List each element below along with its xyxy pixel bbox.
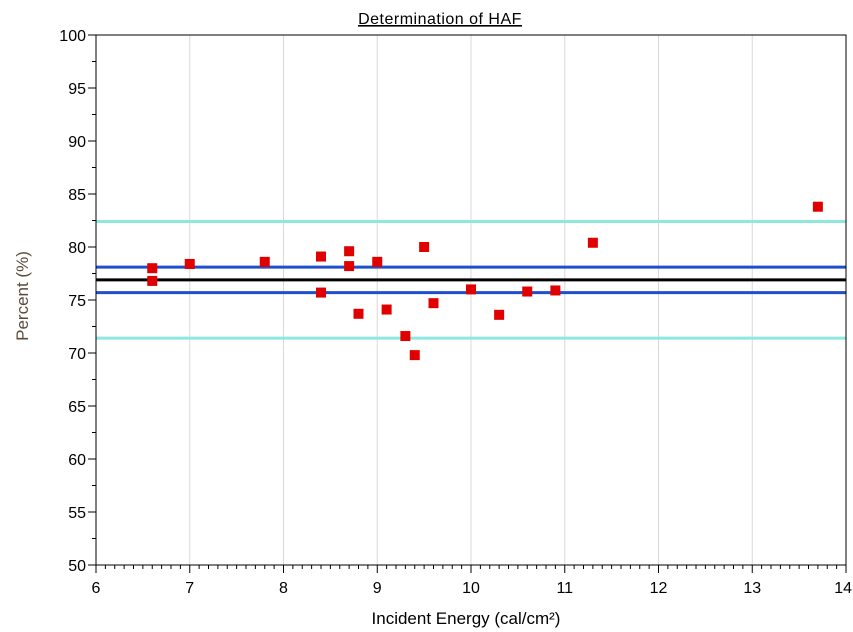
y-tick-label: 100 [59,28,86,45]
data-point [400,331,411,342]
y-tick-label: 80 [68,240,86,257]
data-point [344,261,355,272]
data-point [344,246,355,257]
data-point [419,242,430,252]
y-tick-label: 95 [68,81,86,98]
data-point [372,256,383,267]
x-axis-label: Incident Energy (cal/cm²) [372,609,561,628]
data-point [812,201,823,212]
data-point [550,285,561,296]
data-point [428,298,439,309]
y-tick-label: 90 [68,134,86,151]
data-point [381,304,392,315]
x-axis: 6 7 8 9 10 11 12 13 14 [92,565,852,597]
data-point [522,286,533,297]
data-points [147,201,823,361]
y-tick-label: 85 [68,187,86,204]
data-point [316,287,326,298]
y-axis: 50 55 60 65 70 75 80 85 90 95 100 [59,28,96,575]
data-point [353,308,364,319]
data-point [259,256,270,267]
y-axis-label: Percent (%) [13,251,32,341]
y-tick-label: 75 [68,293,86,310]
x-tick-label: 13 [743,580,761,597]
y-tick-label: 55 [68,505,86,522]
x-tick-label: 6 [92,580,101,597]
data-point [409,350,420,361]
x-tick-label: 12 [650,580,668,597]
y-tick-label: 70 [68,346,86,363]
chart-title: Determination of HAF [358,11,522,28]
x-tick-label: 8 [279,580,288,597]
x-tick-label: 11 [556,580,573,597]
x-tick-label: 14 [834,580,852,597]
data-point [494,309,505,320]
y-tick-label: 65 [68,399,86,416]
x-tick-label: 10 [462,580,480,597]
x-tick-label: 9 [373,580,382,597]
data-point [466,284,476,295]
grid-lines [189,35,753,565]
reference-lines [96,220,846,340]
data-point [587,237,598,248]
y-tick-label: 50 [68,558,86,575]
data-point [184,258,195,269]
y-tick-label: 60 [68,452,86,469]
data-point [316,251,326,262]
data-point [147,263,158,274]
x-tick-label: 7 [185,580,194,597]
data-point [147,275,158,286]
